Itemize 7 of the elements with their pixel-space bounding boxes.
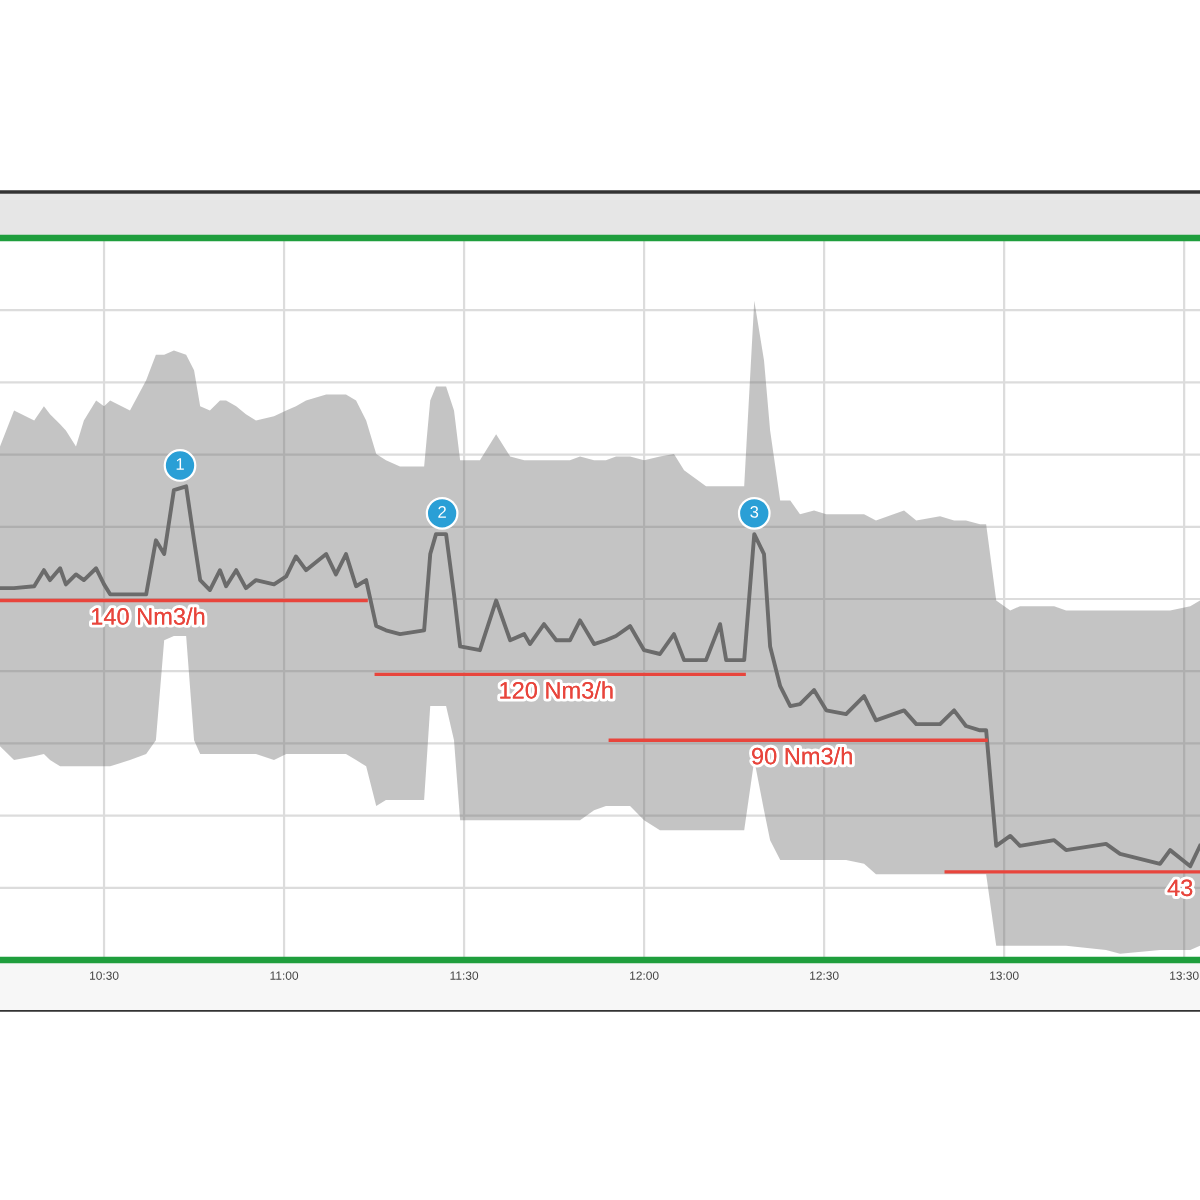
annotation: 3	[750, 506, 759, 518]
annotation: 43	[1167, 879, 1193, 897]
annotation: 2	[438, 506, 446, 518]
annotation: 120 Nm3/h	[500, 681, 613, 699]
annotation: 140 Nm3/h	[92, 607, 205, 625]
annotation: 1	[176, 458, 184, 470]
annotation: 90 Nm3/h	[752, 747, 852, 765]
